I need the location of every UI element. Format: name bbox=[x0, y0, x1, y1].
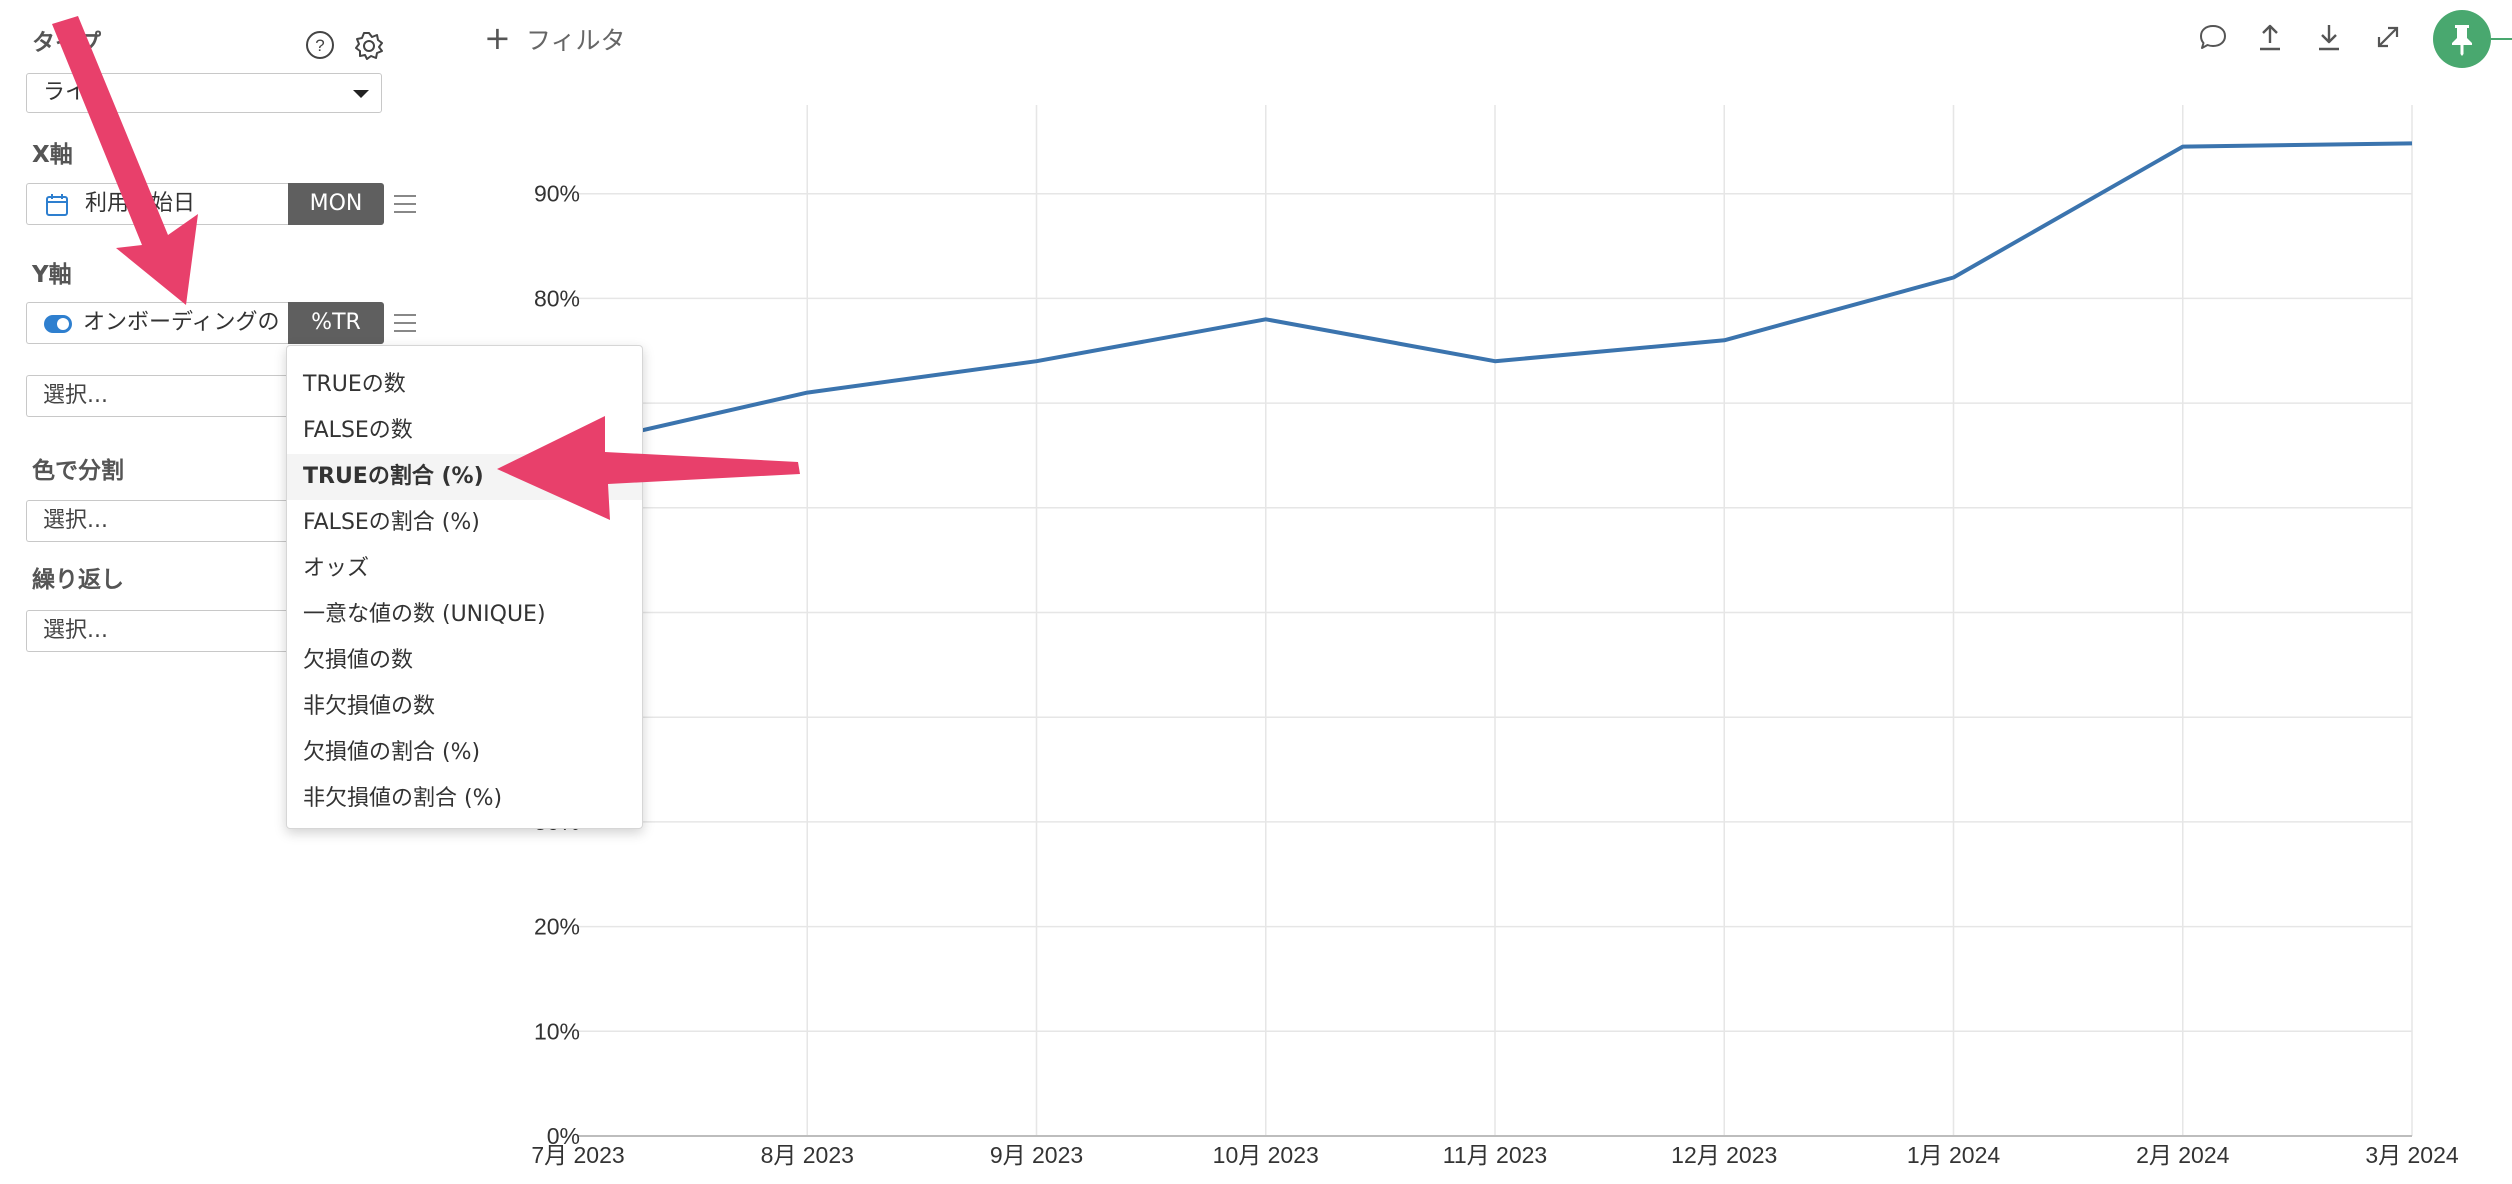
pin-button[interactable] bbox=[2433, 10, 2491, 68]
plus-icon: + bbox=[484, 19, 511, 57]
drag-handle-icon[interactable] bbox=[394, 313, 416, 333]
toggle-icon bbox=[44, 315, 72, 333]
x-tick-label: 8月 2023 bbox=[761, 1142, 854, 1168]
horizontal-gridlines bbox=[578, 192, 2412, 1033]
repeat-label: 繰り返し bbox=[32, 567, 124, 593]
type-label: タイプ bbox=[32, 30, 101, 56]
dropdown-item[interactable]: TRUEの数 bbox=[303, 372, 406, 397]
x-tick-label: 7月 2023 bbox=[531, 1142, 624, 1168]
y-tick-label: 0% bbox=[547, 1123, 580, 1149]
y-axis-add-select[interactable]: 選択... bbox=[26, 375, 288, 417]
x-axis-column[interactable]: 利用開始日 bbox=[26, 183, 288, 225]
y-axis-column[interactable]: オンボーディングの bbox=[26, 302, 288, 344]
y-tick-label: 80% bbox=[534, 285, 580, 311]
color-split-label: 色で分割 bbox=[32, 458, 124, 484]
y-axis-label: Y軸 bbox=[32, 262, 72, 288]
y-tick-label: 10% bbox=[534, 1018, 580, 1044]
help-icon[interactable]: ? bbox=[305, 30, 335, 60]
x-tick-label: 10月 2023 bbox=[1213, 1142, 1319, 1168]
dropdown-item[interactable]: 非欠損値の割合 (%) bbox=[303, 786, 503, 811]
x-aggregation-tag[interactable]: MON bbox=[288, 183, 384, 225]
caret-down-icon bbox=[353, 90, 369, 98]
upload-icon[interactable] bbox=[2255, 22, 2285, 52]
series-line bbox=[577, 141, 2413, 447]
gear-icon[interactable] bbox=[353, 30, 385, 62]
y-axis-field[interactable]: オンボーディングの %TR bbox=[26, 302, 416, 344]
y-aggregation-tag[interactable]: %TR bbox=[288, 302, 384, 344]
x-axis-label: X軸 bbox=[32, 142, 73, 168]
dropdown-item[interactable]: 非欠損値の数 bbox=[303, 694, 436, 719]
x-axis-ticks: 7月 2023 8月 2023 9月 2023 10月 2023 11月 2023 12月… bbox=[531, 1142, 2459, 1168]
y-tick-label: 20% bbox=[534, 914, 580, 940]
dropdown-item[interactable]: 一意な値の数 (UNIQUE) bbox=[303, 602, 546, 627]
comment-icon[interactable] bbox=[2198, 22, 2228, 52]
dropdown-item[interactable]: FALSEの数 bbox=[303, 418, 413, 443]
chart-type-select[interactable]: ライン bbox=[26, 73, 382, 113]
y-axis-column-name: オンボーディングの bbox=[83, 310, 280, 335]
download-icon[interactable] bbox=[2314, 22, 2344, 52]
x-tick-label: 12月 2023 bbox=[1671, 1142, 1777, 1168]
x-tick-label: 9月 2023 bbox=[990, 1142, 1083, 1168]
vertical-gridlines bbox=[806, 105, 2413, 1136]
y-tick-label: 90% bbox=[534, 181, 580, 207]
repeat-select[interactable]: 選択... bbox=[26, 610, 288, 652]
x-tick-label: 2月 2024 bbox=[2136, 1142, 2230, 1168]
x-tick-label: 3月 2024 bbox=[2365, 1142, 2459, 1168]
chart-type-value: ライン bbox=[43, 80, 110, 105]
calendar-icon bbox=[46, 194, 68, 216]
expand-icon[interactable] bbox=[2373, 22, 2403, 52]
aggregation-dropdown-menu: TRUEの数 FALSEの数 TRUEの割合 (%) FALSEの割合 (%) オッズ一… bbox=[286, 345, 643, 829]
drag-handle-icon[interactable] bbox=[394, 194, 416, 214]
svg-text:?: ? bbox=[315, 36, 324, 55]
color-split-select[interactable]: 選択... bbox=[26, 500, 288, 542]
dropdown-item[interactable]: オッズ bbox=[303, 556, 370, 581]
dropdown-item[interactable]: FALSEの割合 (%) bbox=[303, 510, 480, 535]
pin-icon bbox=[2452, 25, 2472, 56]
x-axis-field[interactable]: 利用開始日 MON bbox=[26, 183, 416, 225]
pin-connector bbox=[2491, 38, 2512, 40]
x-tick-label: 1月 2024 bbox=[1907, 1142, 2001, 1168]
dropdown-item[interactable]: TRUEの割合 (%) bbox=[287, 454, 642, 500]
add-filter-label: フィルタ bbox=[526, 26, 626, 55]
dropdown-item[interactable]: 欠損値の割合 (%) bbox=[303, 740, 481, 765]
x-axis-column-name: 利用開始日 bbox=[85, 191, 196, 216]
x-tick-label: 11月 2023 bbox=[1443, 1142, 1547, 1168]
add-filter-button[interactable]: + フィルタ bbox=[484, 18, 626, 58]
dropdown-item[interactable]: 欠損値の数 bbox=[303, 648, 414, 673]
